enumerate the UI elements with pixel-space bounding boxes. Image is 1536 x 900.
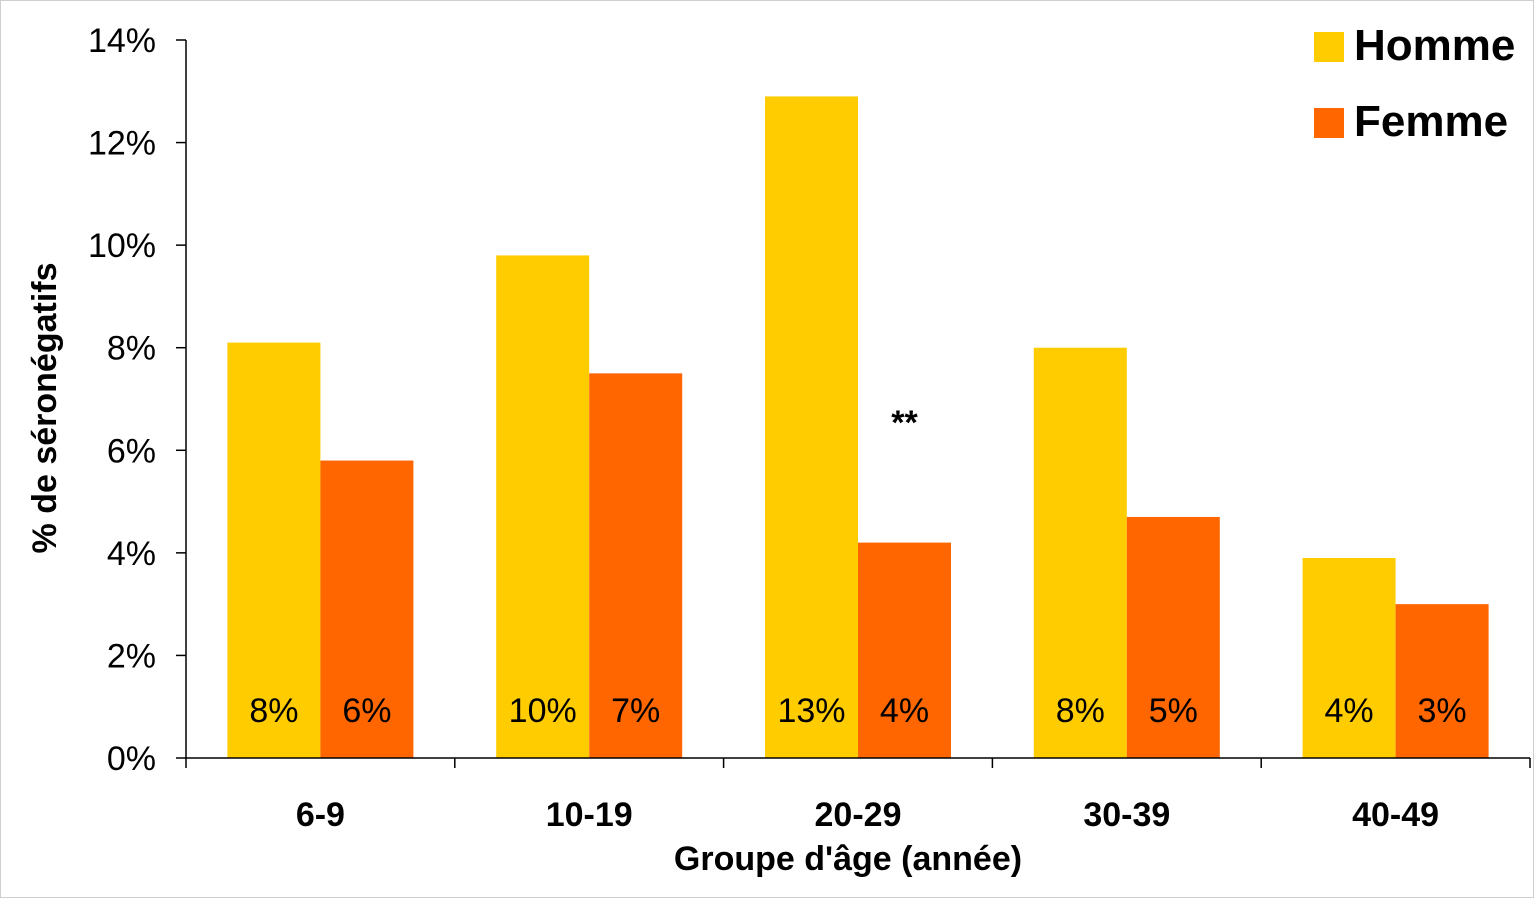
x-tick-label-30-39: 30-39 [1083, 796, 1170, 834]
bar-femme-6-9 [320, 460, 414, 758]
legend-label-homme: Homme [1354, 21, 1515, 70]
data-label-femme-40-49: 3% [1418, 692, 1467, 730]
legend-swatch-homme [1314, 32, 1344, 62]
x-axis-title: Groupe d'âge (année) [674, 840, 1022, 878]
significance-annotation: ** [891, 404, 918, 442]
y-tick-label: 6% [107, 432, 156, 470]
y-tick-label: 2% [107, 637, 156, 675]
y-axis-title: % de séronégatifs [26, 263, 64, 554]
bar-homme-20-29 [765, 96, 858, 758]
y-tick-label: 0% [107, 740, 156, 778]
data-label-homme-6-9: 8% [249, 692, 298, 730]
y-tick-label: 10% [88, 227, 156, 265]
bar-homme-30-39 [1033, 347, 1127, 758]
bar-femme-40-49 [1395, 604, 1489, 758]
data-label-homme-20-29: 13% [777, 692, 845, 730]
data-label-homme-10-19: 10% [509, 692, 577, 730]
legend-swatch-femme [1314, 108, 1344, 138]
y-tick-label: 4% [107, 535, 156, 573]
bar-homme-10-19 [496, 255, 590, 758]
bar-femme-10-19 [589, 373, 683, 758]
data-label-femme-10-19: 7% [611, 692, 660, 730]
x-tick-label-40-49: 40-49 [1352, 796, 1439, 834]
bar-homme-6-9 [227, 342, 321, 758]
legend-label-femme: Femme [1354, 97, 1508, 146]
y-tick-label: 12% [88, 125, 156, 163]
bar-femme-20-29 [858, 542, 951, 758]
x-tick-label-20-29: 20-29 [815, 796, 902, 834]
x-tick-label-10-19: 10-19 [546, 796, 633, 834]
data-label-femme-20-29: 4% [880, 692, 929, 730]
y-tick-label: 14% [88, 22, 156, 60]
data-label-homme-30-39: 8% [1056, 692, 1105, 730]
bar-homme-40-49 [1302, 557, 1396, 758]
data-label-femme-30-39: 5% [1149, 692, 1198, 730]
data-label-homme-40-49: 4% [1325, 692, 1374, 730]
bar-femme-30-39 [1126, 516, 1220, 758]
data-label-femme-6-9: 6% [342, 692, 391, 730]
x-tick-label-6-9: 6-9 [296, 796, 345, 834]
y-tick-label: 8% [107, 330, 156, 368]
